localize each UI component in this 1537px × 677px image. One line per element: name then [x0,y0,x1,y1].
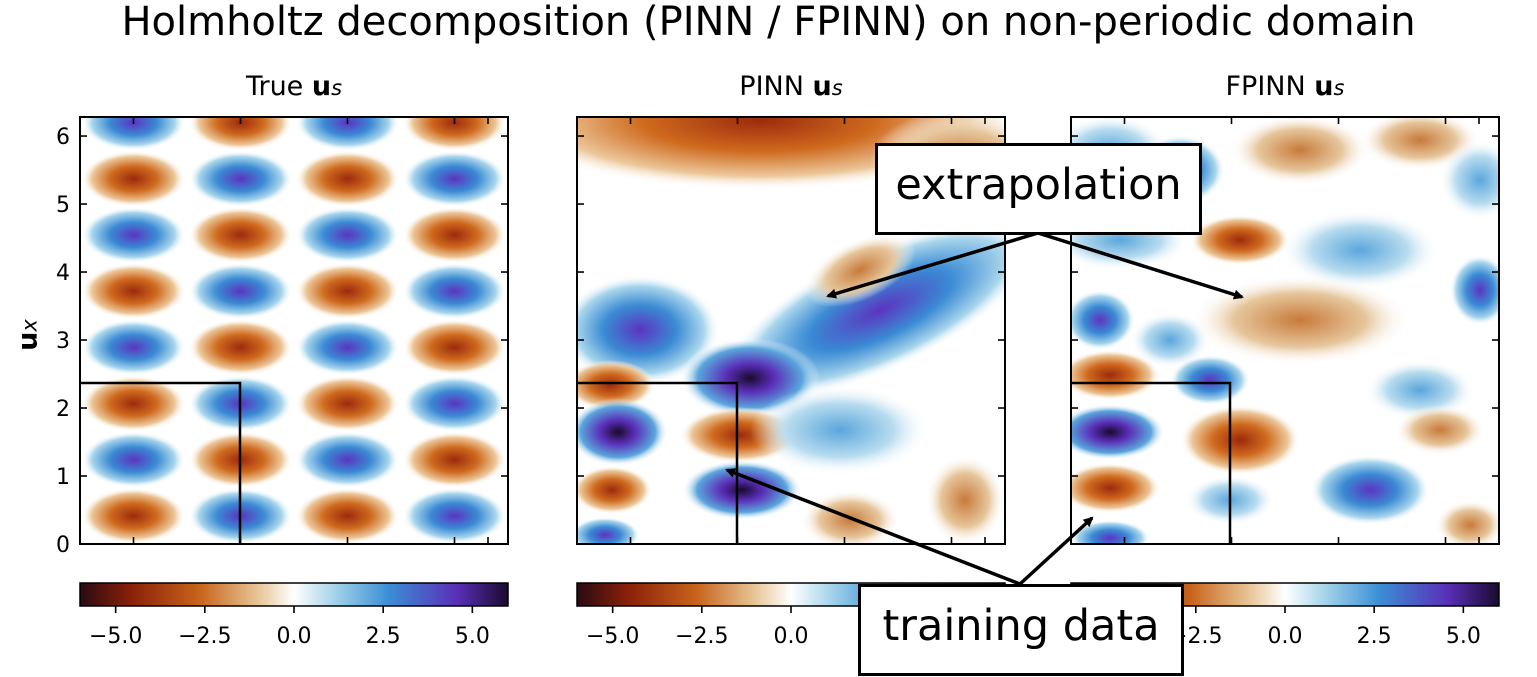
true-blob-negative [188,319,293,376]
true-blob-positive [295,206,400,263]
true-blob-negative [402,431,507,488]
true-blob-positive [81,431,186,488]
true-blob-negative [402,206,507,263]
arrow-training-fpinn [1018,516,1094,586]
x-axis-ticks [132,117,1480,544]
true-blob-positive [295,431,400,488]
y-axis-ticks: 0 1 2 3 4 5 6 [56,125,1499,558]
y-tick-label: 4 [56,261,70,286]
true-blob-positive [81,117,186,151]
y-tick-label: 3 [56,329,70,354]
true-blob-negative [402,117,507,151]
colorbar-tick-label: −2.5 [675,624,728,649]
true-blob-positive [402,263,507,320]
true-blob-negative [188,117,293,151]
true-training-region [80,381,242,544]
y-tick-label: 1 [56,465,70,490]
y-tick-label: 5 [56,193,70,218]
colorbar-tick-label: 2.5 [366,624,401,649]
true-blob-negative [295,150,400,207]
pinn-training-region [577,381,739,544]
true-blob-positive [402,487,507,544]
panel-title-fpinn: FPINN us [1225,71,1345,102]
panel-title-pinn: PINN us [739,71,843,102]
true-heatmap [81,117,507,544]
fpinn-heatmap [1071,117,1499,544]
colorbar-tick-label: 0.0 [1268,624,1303,649]
true-blob-positive [295,319,400,376]
annotation-training-data: training data [858,584,1184,676]
panel-true-frame [79,116,509,545]
pinn-heatmap [577,117,1005,544]
colorbar-tick-label: 2.5 [1357,624,1392,649]
true-blob-negative [81,263,186,320]
arrow-extrapolation-fpinn [1037,231,1244,300]
colorbar-ticks: −5.0−2.50.02.55.0−5.0−2.50.02.55.0−5.0−2… [89,606,1481,649]
true-blob-negative [81,150,186,207]
y-tick-label: 2 [56,397,70,422]
colorbar-tick-label: 0.0 [277,624,312,649]
fpinn-training-region [1071,381,1232,544]
arrow-extrapolation-pinn [826,231,1039,299]
colorbar-true [79,582,509,607]
colorbar-tick-label: 0.0 [774,624,809,649]
true-blob-positive [402,150,507,207]
y-tick-label: 6 [56,125,70,150]
arrow-training-pinn [725,468,1021,586]
figure-title: Holmholtz decomposition (PINN / FPINN) o… [121,0,1416,45]
annotation-extrapolation: extrapolation [875,143,1202,235]
true-blob-positive [188,150,293,207]
true-blob-positive [81,319,186,376]
true-blob-negative [402,319,507,376]
panel-fpinn-frame [1070,116,1500,545]
colorbar-tick-label: −2.5 [178,624,231,649]
true-blob-negative [188,206,293,263]
true-blob-negative [295,263,400,320]
colorbar-tick-label: −5.0 [89,624,142,649]
y-tick-label: 0 [56,533,70,558]
colorbar-tick-label: 5.0 [455,624,490,649]
panel-title-true: True us [245,71,343,102]
panel-pinn-frame [576,116,1006,545]
true-blob-positive [295,117,400,151]
true-blob-negative [81,487,186,544]
true-blob-negative [295,375,400,432]
true-blob-positive [81,206,186,263]
colorbar-tick-label: 5.0 [1446,624,1481,649]
true-blob-positive [188,263,293,320]
y-axis-label: ux [12,319,44,351]
colorbar-tick-label: −5.0 [586,624,639,649]
true-blob-negative [295,487,400,544]
true-blob-negative [81,375,186,432]
true-blob-positive [402,375,507,432]
